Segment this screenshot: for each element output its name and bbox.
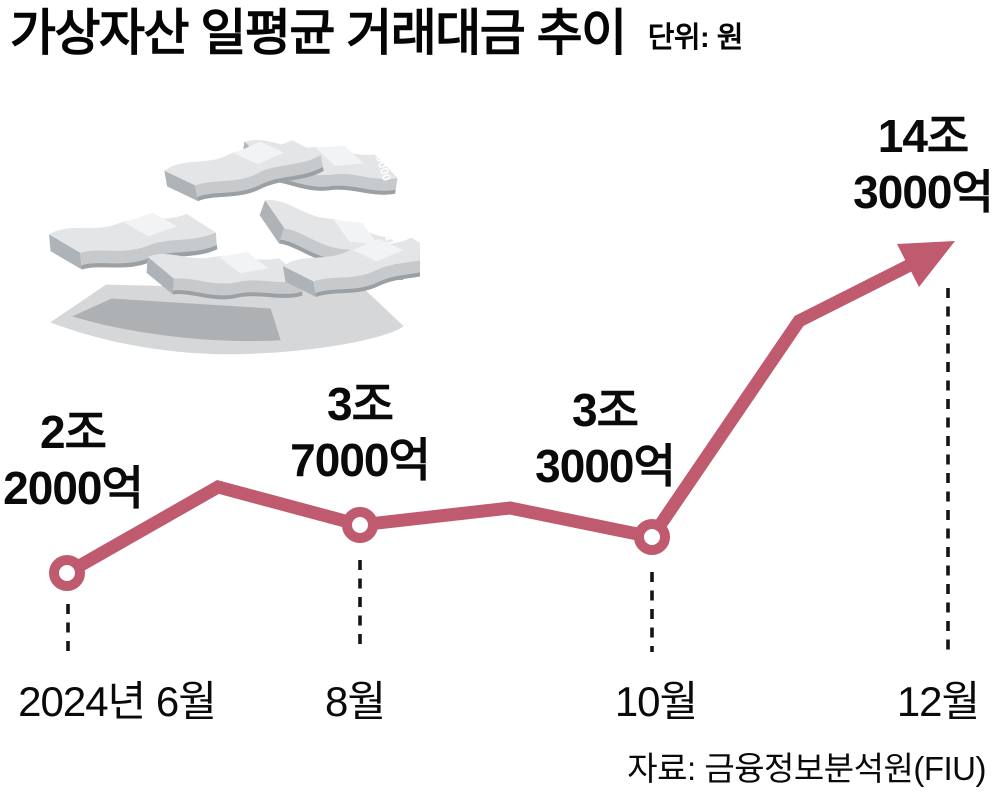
month-label-dec: 12월 <box>896 678 980 725</box>
value-label-jun: 2조 2000억 <box>0 404 193 516</box>
value-label-dec: 14조 3000억 <box>803 108 1000 220</box>
trend-line <box>63 258 915 579</box>
unit-label: 단위: 원 <box>647 22 744 54</box>
value-label-aug-line2: 7000억 <box>290 434 431 487</box>
header: 가상자산 일평균 거래대금 추이 단위: 원 <box>10 6 743 61</box>
month-label-oct: 10월 <box>614 678 698 725</box>
value-label-oct: 3조 3000억 <box>485 382 725 494</box>
value-label-aug: 3조 7000억 <box>240 376 480 488</box>
data-point-marker-oct <box>634 519 670 555</box>
data-point-marker-aug <box>342 507 378 543</box>
value-label-oct-line2: 3000억 <box>535 440 676 493</box>
value-label-jun-line1: 2조 <box>40 406 107 458</box>
value-label-oct-line1: 3조 <box>572 384 639 436</box>
trend-arrow-head <box>897 241 955 287</box>
month-label-aug: 8월 <box>325 678 386 725</box>
value-label-dec-line1: 14조 <box>877 110 970 162</box>
value-label-dec-line2: 3000억 <box>853 166 994 219</box>
data-point-marker-jun <box>49 555 85 591</box>
value-label-aug-line1: 3조 <box>327 378 394 430</box>
value-label-jun-line2: 2000억 <box>3 462 144 515</box>
source-label: 자료: 금융정보분석원(FIU) <box>627 750 986 787</box>
money-stacks-illustration: 10000 10000 <box>47 129 420 355</box>
month-label-jun: 2024년 6월 <box>18 678 217 725</box>
pile-shadow-dark <box>72 298 281 342</box>
chart-title: 가상자산 일평균 거래대금 추이 <box>10 5 627 61</box>
